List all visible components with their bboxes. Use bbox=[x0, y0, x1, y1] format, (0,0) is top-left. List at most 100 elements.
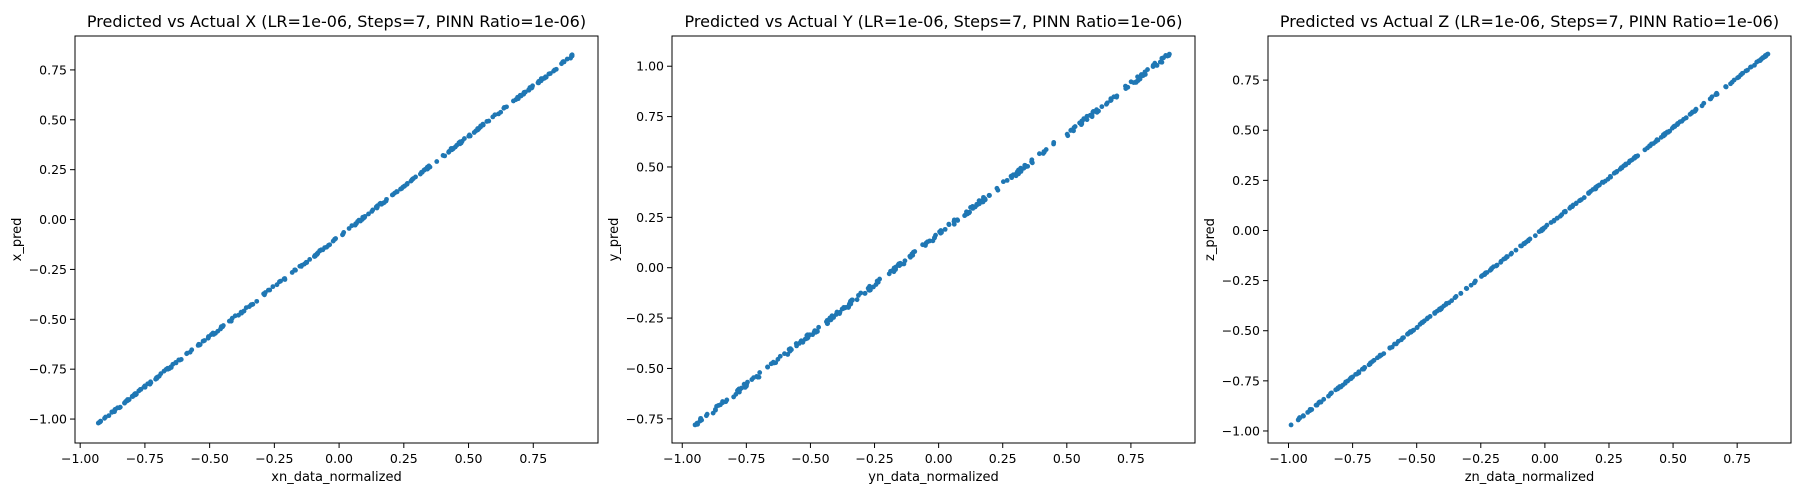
data-point bbox=[1551, 217, 1557, 223]
data-point bbox=[951, 219, 957, 224]
data-point bbox=[410, 176, 415, 182]
data-point bbox=[1420, 320, 1425, 325]
data-point bbox=[1307, 408, 1313, 414]
data-point bbox=[267, 287, 273, 293]
data-point bbox=[340, 232, 345, 238]
data-point bbox=[1366, 362, 1372, 368]
data-point bbox=[281, 276, 287, 282]
data-point bbox=[377, 201, 383, 207]
data-point bbox=[1567, 205, 1573, 211]
data-point bbox=[1064, 131, 1070, 137]
data-point bbox=[103, 414, 108, 420]
y-tick-label: −0.25 bbox=[626, 311, 664, 326]
x-tick-label: 0.50 bbox=[1659, 451, 1687, 466]
data-point bbox=[490, 114, 496, 120]
points-y bbox=[692, 51, 1172, 428]
data-point bbox=[1748, 64, 1754, 70]
data-point bbox=[793, 341, 799, 346]
data-point bbox=[1288, 422, 1294, 428]
data-point bbox=[886, 271, 892, 277]
data-point bbox=[1150, 64, 1156, 70]
data-point bbox=[320, 247, 326, 253]
data-point bbox=[963, 212, 968, 218]
data-point bbox=[1579, 197, 1584, 202]
data-point bbox=[1414, 325, 1420, 330]
data-point bbox=[262, 290, 268, 295]
chart-title-x: Predicted vs Actual X (LR=1e-06, Steps=7… bbox=[87, 12, 586, 31]
data-point bbox=[1348, 375, 1354, 381]
y-tick-label: −0.25 bbox=[29, 262, 67, 277]
y-tick-label: −1.00 bbox=[29, 412, 67, 427]
data-point bbox=[440, 153, 446, 158]
data-point bbox=[205, 334, 211, 340]
data-point bbox=[1728, 81, 1733, 87]
data-point bbox=[1336, 385, 1342, 390]
data-point bbox=[786, 346, 792, 352]
data-point bbox=[1532, 233, 1538, 239]
x-tick-label: −0.75 bbox=[1333, 451, 1371, 466]
data-point bbox=[1016, 167, 1022, 173]
y-tick-label: 0.50 bbox=[1232, 123, 1260, 138]
data-point bbox=[867, 287, 873, 293]
data-point bbox=[840, 306, 846, 311]
y-tick-label: 0.00 bbox=[39, 212, 67, 227]
x-tick-label: 0.00 bbox=[925, 451, 953, 466]
data-point bbox=[417, 171, 423, 177]
data-point bbox=[893, 265, 898, 271]
data-point bbox=[1617, 166, 1623, 172]
x-tick-label: −1.00 bbox=[663, 451, 701, 466]
data-point bbox=[785, 352, 791, 357]
y-tick-label: 0.25 bbox=[39, 162, 67, 177]
data-point bbox=[1513, 247, 1519, 253]
y-tick-label: 0.00 bbox=[1232, 223, 1260, 238]
data-point bbox=[529, 85, 535, 90]
y-axis-label-x: x_pred bbox=[10, 218, 25, 262]
data-point bbox=[254, 298, 260, 304]
data-point bbox=[349, 223, 355, 229]
data-point bbox=[220, 323, 226, 328]
y-tick-label: 0.50 bbox=[636, 159, 664, 174]
data-point bbox=[569, 53, 575, 59]
data-point bbox=[1479, 273, 1485, 279]
data-point bbox=[1041, 149, 1047, 154]
data-point bbox=[1079, 121, 1085, 126]
data-point bbox=[1157, 59, 1163, 65]
data-point bbox=[501, 105, 507, 111]
y-tick-label: 1.00 bbox=[636, 59, 664, 74]
data-point bbox=[270, 284, 276, 290]
data-point bbox=[898, 261, 904, 267]
x-tick-label: −1.00 bbox=[61, 451, 99, 466]
data-point bbox=[713, 407, 718, 413]
data-point bbox=[289, 270, 295, 275]
data-point bbox=[125, 397, 131, 403]
data-point bbox=[942, 226, 948, 232]
data-point bbox=[1509, 250, 1514, 256]
x-axis-label-x: xn_data_normalized bbox=[271, 470, 401, 485]
data-point bbox=[1317, 399, 1322, 405]
data-point bbox=[970, 205, 976, 211]
data-point bbox=[115, 405, 120, 411]
data-point bbox=[366, 211, 371, 217]
data-point bbox=[923, 243, 928, 248]
data-point bbox=[1340, 382, 1346, 388]
data-point bbox=[1661, 133, 1666, 139]
data-point bbox=[426, 163, 432, 169]
data-point bbox=[862, 291, 868, 296]
points-x bbox=[95, 52, 575, 426]
data-point bbox=[1137, 76, 1143, 82]
data-point bbox=[1114, 93, 1120, 99]
axes-frame-z bbox=[1267, 35, 1792, 444]
data-point bbox=[1614, 169, 1619, 175]
chart-title-z: Predicted vs Actual Z (LR=1e-06, Steps=7… bbox=[1280, 12, 1779, 31]
data-point bbox=[394, 189, 400, 195]
data-point bbox=[381, 200, 387, 205]
data-point bbox=[517, 92, 523, 98]
data-point bbox=[798, 338, 804, 344]
plot-y: −1.00 −0.75 −0.50 −0.25 0.00 0.25 0.50 0.75 −0.7… bbox=[607, 12, 1196, 485]
data-point bbox=[552, 67, 558, 73]
x-tick-label: −0.50 bbox=[791, 451, 829, 466]
data-point bbox=[189, 347, 195, 353]
plot-x: −1.00 −0.75 −0.50 −0.25 0.00 0.25 0.50 0.75 −1.0… bbox=[10, 12, 599, 485]
data-point bbox=[704, 411, 710, 417]
